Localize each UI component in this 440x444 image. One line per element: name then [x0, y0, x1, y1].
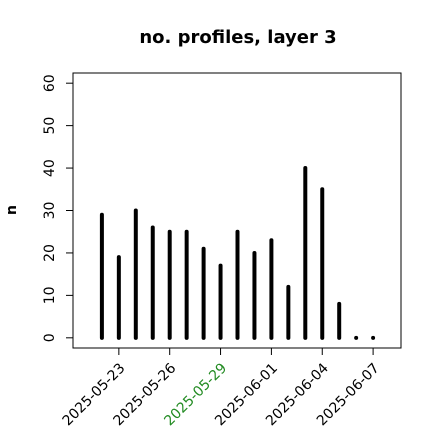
- y-tick-label: 20: [42, 244, 58, 262]
- y-axis-label: n: [4, 205, 20, 215]
- chart-title: no. profiles, layer 3: [139, 27, 336, 48]
- y-tick-label: 50: [42, 117, 58, 135]
- y-tick-label: 0: [42, 333, 58, 342]
- y-tick-label: 60: [42, 74, 58, 92]
- y-tick-label: 40: [42, 159, 58, 177]
- y-tick-label: 10: [42, 286, 58, 304]
- y-tick-label: 30: [42, 202, 58, 220]
